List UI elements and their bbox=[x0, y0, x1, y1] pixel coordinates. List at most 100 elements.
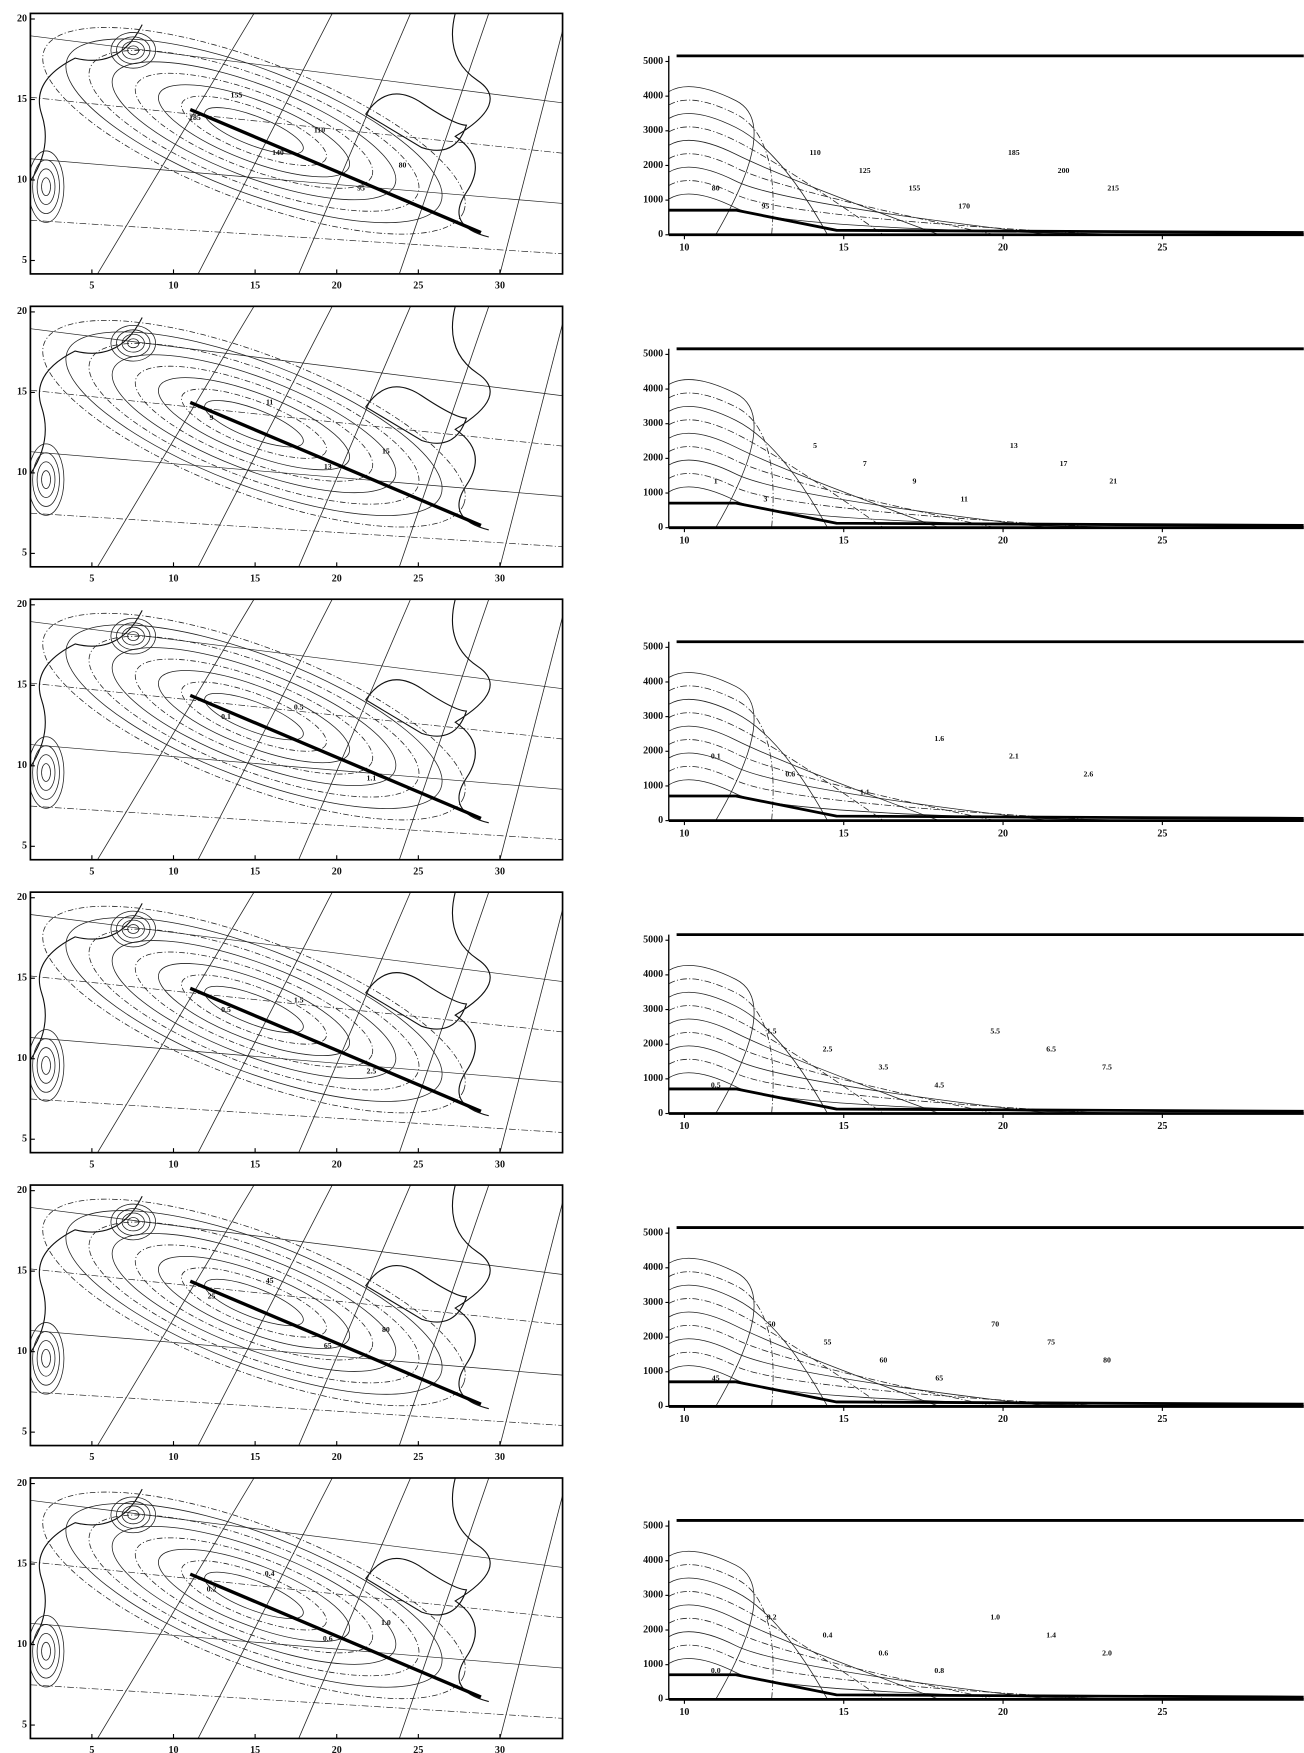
contour bbox=[110, 910, 157, 948]
x-tick-label: 15 bbox=[250, 1452, 260, 1463]
meridian bbox=[197, 599, 333, 860]
contour bbox=[111, 1233, 397, 1372]
parallel bbox=[30, 328, 563, 397]
contour bbox=[668, 1005, 884, 1114]
parallel bbox=[30, 282, 562, 304]
y-tick-label: 1000 bbox=[643, 1073, 663, 1084]
contour-label: 3.5 bbox=[879, 1062, 889, 1071]
y-tick-label: 4000 bbox=[643, 383, 663, 394]
y-tick-label: 0 bbox=[658, 229, 663, 240]
contour bbox=[668, 1284, 828, 1407]
x-tick-label: 25 bbox=[1157, 828, 1167, 839]
contour bbox=[668, 446, 996, 528]
contour-label: 95 bbox=[762, 202, 770, 211]
contour-label: 70 bbox=[991, 1320, 999, 1329]
y-tick-label: 0 bbox=[658, 522, 663, 533]
contour bbox=[668, 978, 774, 1114]
contour bbox=[30, 150, 65, 223]
contour bbox=[668, 685, 774, 821]
transect bbox=[189, 1279, 482, 1406]
contour bbox=[116, 329, 151, 358]
x-tick-label: 30 bbox=[495, 1745, 505, 1753]
contour bbox=[36, 754, 56, 791]
contour bbox=[668, 779, 1163, 821]
x-tick-label: 5 bbox=[89, 866, 94, 877]
contour bbox=[121, 40, 145, 60]
contour bbox=[668, 1257, 755, 1407]
contour bbox=[668, 766, 1108, 821]
contour bbox=[668, 1550, 755, 1700]
x-tick-label: 25 bbox=[413, 1745, 423, 1753]
contour bbox=[668, 752, 1052, 821]
parallel bbox=[30, 1330, 563, 1376]
contour bbox=[668, 473, 1108, 528]
contour-label: 21 bbox=[1109, 477, 1117, 486]
contour-label: 185 bbox=[189, 113, 201, 122]
meridian bbox=[97, 599, 255, 860]
x-tick-label: 15 bbox=[250, 1745, 260, 1753]
contour-label: 55 bbox=[824, 1337, 832, 1346]
y-tick-label: 20 bbox=[17, 599, 27, 610]
x-tick-label: 30 bbox=[495, 281, 505, 292]
contour bbox=[110, 1496, 157, 1534]
contour-label: 7.5 bbox=[1102, 1062, 1112, 1071]
y-tick-label: 5 bbox=[22, 1719, 27, 1730]
y-tick-label: 1000 bbox=[643, 1366, 663, 1377]
contour-label: 17 bbox=[1060, 459, 1068, 468]
contour-label: 45 bbox=[712, 1373, 720, 1382]
y-tick-label: 20 bbox=[17, 892, 27, 903]
contour bbox=[127, 45, 140, 56]
contour bbox=[127, 631, 140, 641]
x-tick-label: 20 bbox=[998, 535, 1008, 546]
section-panel bbox=[668, 672, 1304, 821]
contour-label: 95 bbox=[357, 183, 365, 192]
contour bbox=[116, 1501, 151, 1529]
x-tick-label: 20 bbox=[998, 243, 1008, 254]
y-tick-label: 4000 bbox=[643, 1555, 663, 1566]
meridian bbox=[97, 13, 255, 274]
x-tick-label: 10 bbox=[679, 1707, 689, 1718]
map-frame bbox=[29, 12, 564, 275]
x-tick-label: 25 bbox=[413, 281, 423, 292]
y-tick-label: 1000 bbox=[643, 780, 663, 791]
y-tick-label: 20 bbox=[17, 1185, 27, 1196]
x-tick-label: 25 bbox=[1157, 535, 1167, 546]
parallel bbox=[30, 575, 562, 597]
contour bbox=[668, 379, 755, 528]
contour bbox=[42, 320, 466, 528]
contour bbox=[668, 406, 828, 528]
map-panel bbox=[30, 1477, 563, 1739]
contour-label: 80 bbox=[712, 184, 720, 193]
x-tick-label: 25 bbox=[413, 1452, 423, 1463]
meridian bbox=[398, 1185, 490, 1446]
map-panel bbox=[30, 892, 563, 1233]
parallel bbox=[30, 1222, 562, 1233]
contour bbox=[116, 1208, 151, 1236]
contour bbox=[88, 928, 420, 1091]
terrain bbox=[668, 208, 1304, 234]
y-tick-label: 5 bbox=[22, 1134, 27, 1145]
contour bbox=[30, 1029, 65, 1102]
contour bbox=[121, 333, 145, 353]
x-tick-label: 10 bbox=[168, 573, 178, 584]
contour bbox=[668, 166, 1052, 235]
contour bbox=[32, 452, 60, 507]
contour bbox=[668, 153, 996, 235]
map-frame bbox=[29, 891, 564, 1154]
parallel bbox=[30, 158, 563, 204]
contour-label: 65 bbox=[935, 1373, 943, 1382]
x-tick-label: 10 bbox=[679, 828, 689, 839]
contour bbox=[158, 84, 350, 178]
x-tick-label: 30 bbox=[495, 573, 505, 584]
contour-label: 60 bbox=[880, 1355, 888, 1364]
contour bbox=[65, 331, 443, 516]
y-tick-label: 10 bbox=[17, 1053, 27, 1064]
contour bbox=[88, 49, 420, 212]
contour-label: 9 bbox=[913, 477, 917, 486]
contour bbox=[65, 38, 443, 224]
contour-label: 1 bbox=[714, 477, 718, 486]
x-tick-label: 10 bbox=[168, 1745, 178, 1753]
x-tick-label: 25 bbox=[1157, 1707, 1167, 1718]
contour-label: 140 bbox=[272, 148, 284, 157]
